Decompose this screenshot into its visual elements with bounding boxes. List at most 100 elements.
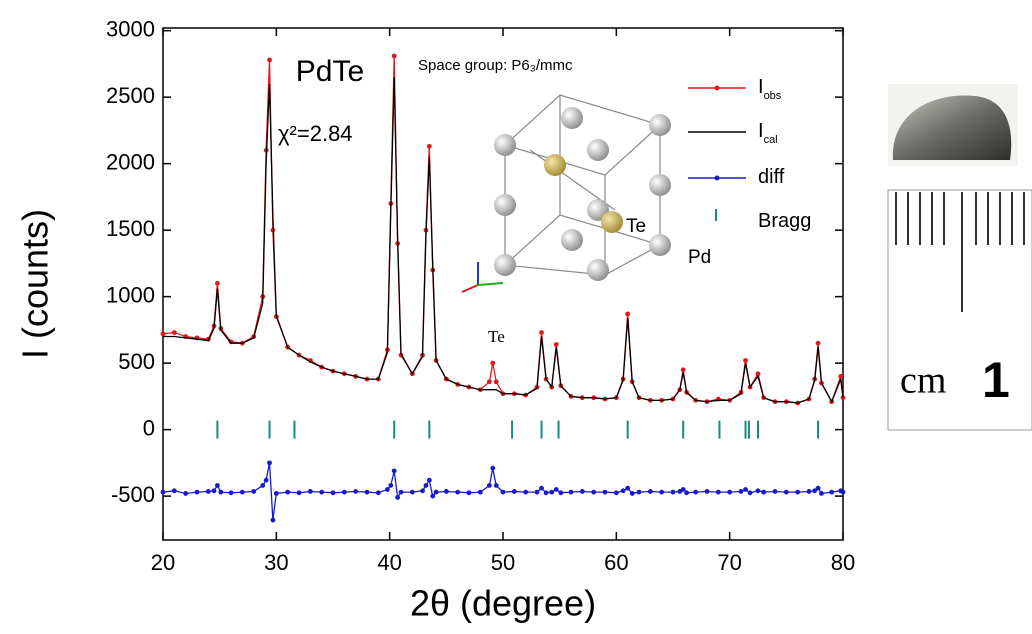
data-point [426, 477, 432, 483]
data-point [815, 485, 821, 491]
x-axis-label: 2θ (degree) [410, 583, 596, 624]
data-point [534, 489, 540, 495]
data-point [840, 489, 846, 495]
data-point [375, 490, 381, 496]
data-point [341, 489, 347, 495]
data-point [211, 488, 217, 494]
data-point [490, 360, 496, 366]
data-point [743, 487, 748, 492]
data-point [680, 487, 686, 492]
annotation: PdTe [296, 55, 364, 88]
data-point [388, 483, 394, 488]
data-point [391, 468, 397, 474]
annotation: Te [488, 327, 505, 346]
annotation: Space group: P6₃/mmc [418, 57, 573, 74]
data-point [747, 490, 753, 496]
y-tick-label: 3000 [106, 16, 155, 41]
data-point [228, 490, 234, 496]
y-tick-label: 2500 [106, 83, 155, 108]
x-tick-label: 40 [377, 550, 401, 575]
data-point [490, 465, 496, 471]
data-point [391, 53, 397, 59]
data-point [493, 483, 499, 488]
data-point [409, 489, 415, 495]
inset-label: Te [626, 216, 646, 237]
legend-name: I [758, 120, 764, 142]
data-point [493, 379, 499, 385]
data-point [539, 330, 544, 335]
data-point [426, 143, 432, 149]
data-point [772, 489, 778, 494]
legend-label: Iobs [758, 76, 782, 102]
data-point [629, 491, 635, 496]
sample-photo [887, 84, 1032, 431]
crystal-atoms [494, 107, 671, 281]
data-point [815, 340, 821, 346]
data-point [398, 489, 404, 495]
legend-label: Ical [758, 120, 778, 146]
data-point [239, 489, 245, 495]
data-point [215, 483, 220, 488]
x-tick-label: 80 [831, 550, 855, 575]
data-point [160, 331, 166, 337]
data-point [625, 485, 631, 491]
data-point [251, 489, 257, 494]
data-point [670, 489, 676, 495]
x-tick-label: 60 [604, 550, 628, 575]
data-point [783, 489, 789, 495]
data-point [684, 490, 689, 496]
data-point [267, 460, 272, 466]
data-point [543, 490, 549, 496]
legend-label: Bragg [758, 210, 811, 232]
data-point [553, 487, 559, 492]
data-point [307, 489, 313, 494]
data-point [659, 489, 665, 495]
data-point [829, 489, 835, 495]
data-point [330, 490, 336, 496]
y-tick-label: 1000 [106, 282, 155, 307]
data-point [171, 488, 177, 494]
data-point [260, 483, 266, 488]
data-point [738, 489, 744, 494]
legend-swatch [714, 85, 720, 91]
data-point [215, 280, 220, 286]
data-point [755, 371, 761, 377]
data-point [553, 342, 559, 347]
data-point [755, 488, 761, 494]
data-point [549, 489, 555, 495]
legend-subscript: cal [764, 134, 778, 146]
data-point [761, 489, 767, 495]
data-point [270, 517, 276, 523]
axes-icon [461, 262, 504, 293]
data-point [838, 374, 844, 379]
series-line [163, 77, 844, 404]
data-point [840, 395, 846, 401]
ruler-ticks [895, 192, 1025, 312]
y-tick-label: 0 [143, 415, 155, 440]
data-point [647, 489, 653, 494]
data-point [267, 57, 272, 63]
data-point [423, 483, 429, 488]
y-tick-label: -500 [111, 482, 155, 507]
data-point [285, 489, 291, 495]
data-point [806, 489, 812, 494]
y-tick-label: 1500 [106, 216, 155, 241]
data-point [727, 489, 733, 495]
data-point [693, 489, 699, 495]
data-point [385, 487, 390, 492]
data-point [194, 489, 200, 495]
data-point [613, 490, 619, 496]
legend-name: Bragg [758, 210, 811, 232]
x-tick-label: 20 [151, 550, 175, 575]
data-point [523, 489, 529, 495]
data-point [296, 490, 302, 496]
data-point [218, 489, 224, 495]
data-point [743, 358, 748, 363]
data-point [364, 489, 370, 495]
data-point [568, 489, 574, 495]
inset-label: Pd [688, 247, 711, 268]
legend-subscript: obs [764, 90, 782, 102]
data-point [353, 489, 359, 494]
data-point [558, 490, 564, 496]
data-point [319, 489, 325, 495]
